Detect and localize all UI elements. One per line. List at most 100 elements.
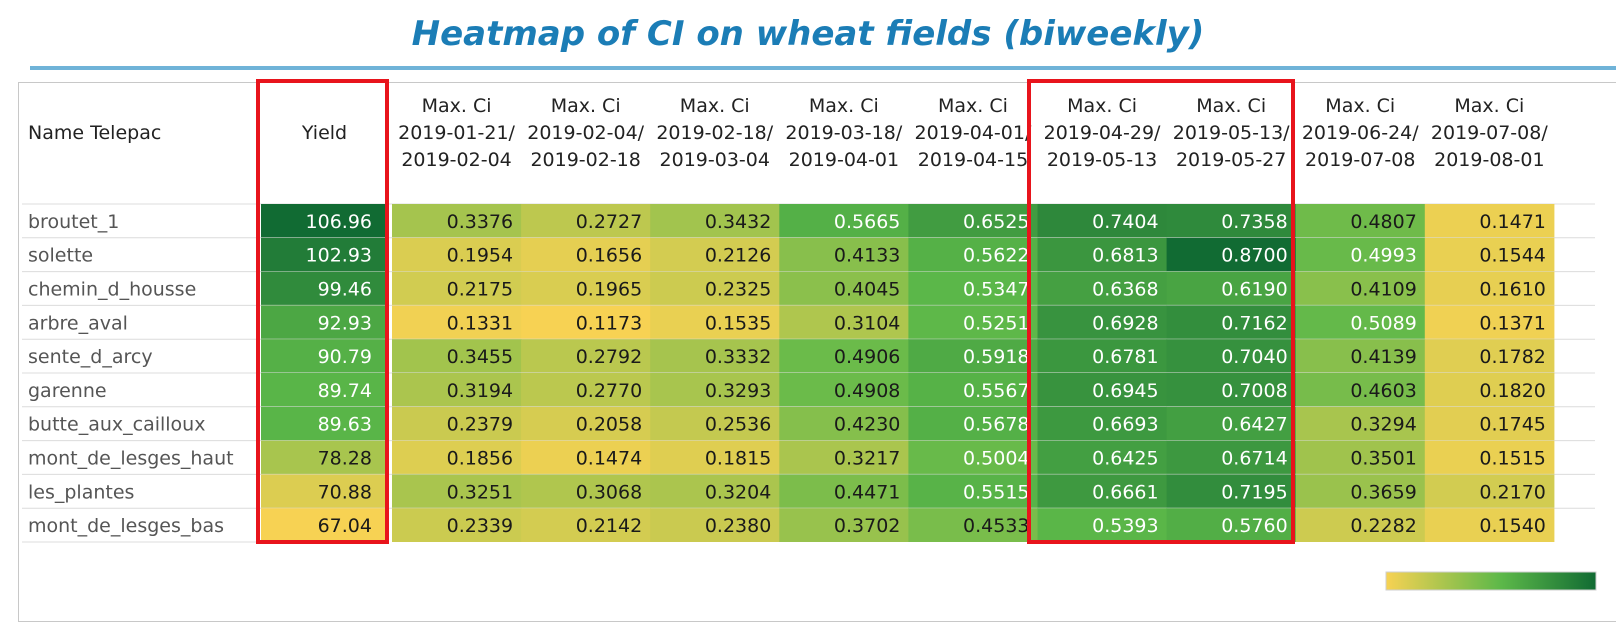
ci-cell [779, 406, 909, 441]
ci-cell [1166, 474, 1297, 509]
color-legend [1385, 571, 1597, 591]
ci-value: 0.3332 [705, 346, 771, 368]
ci-cell [1424, 237, 1555, 272]
ci-value: 0.4471 [834, 481, 900, 503]
ci-value: 0.2325 [705, 279, 771, 301]
ci-value: 0.2536 [705, 414, 771, 436]
ci-value: 0.5567 [963, 380, 1029, 402]
header-ci-start: 2019-02-18/ [656, 122, 773, 144]
ci-cell [908, 204, 1038, 238]
ci-cell [1295, 406, 1426, 441]
row-label: butte_aux_cailloux [28, 414, 205, 436]
ci-value: 0.6425 [1092, 448, 1158, 470]
header-ci-start: 2019-02-04/ [527, 122, 644, 144]
ci-cell [650, 339, 780, 373]
yield-cell [261, 237, 388, 272]
ci-cell [908, 373, 1038, 407]
ci-cell [1037, 204, 1168, 238]
ci-cell [1424, 305, 1555, 340]
ci-value: 0.2142 [576, 515, 642, 537]
ci-cell [521, 474, 651, 509]
ci-value: 0.3294 [1350, 414, 1416, 436]
ci-value: 0.1540 [1479, 515, 1545, 537]
ci-value: 0.6190 [1221, 279, 1287, 301]
ci-value: 0.1544 [1479, 245, 1545, 267]
ci-value: 0.1535 [705, 312, 771, 334]
ci-value: 0.5251 [963, 312, 1029, 334]
row-label: sente_d_arcy [28, 346, 153, 368]
ci-value: 0.8700 [1221, 245, 1287, 267]
ci-cell [779, 474, 909, 509]
row-label: les_plantes [28, 481, 134, 503]
ci-cell [1166, 305, 1297, 340]
ci-cell [779, 305, 909, 340]
ci-cell [521, 339, 651, 373]
ci-value: 0.2792 [576, 346, 642, 368]
header-ci-start: 2019-04-01/ [915, 122, 1032, 144]
header-ci-line1: Max. Ci [938, 95, 1008, 117]
ci-value: 0.1856 [447, 448, 513, 470]
yield-value: 78.28 [318, 448, 372, 470]
ci-value: 0.4533 [963, 515, 1029, 537]
header-ci-end: 2019-05-13 [1047, 149, 1157, 171]
ci-value: 0.5089 [1350, 312, 1416, 334]
ci-cell [1037, 305, 1168, 340]
yield-value: 102.93 [306, 245, 372, 267]
ci-cell [1424, 373, 1555, 407]
ci-cell [1424, 406, 1555, 441]
ci-value: 0.2770 [576, 380, 642, 402]
row-label: arbre_aval [28, 312, 128, 334]
ci-cell [392, 271, 522, 306]
ci-value: 0.3432 [705, 211, 771, 233]
ci-value: 0.1610 [1479, 279, 1545, 301]
row-label: garenne [28, 380, 107, 402]
yield-cell [261, 508, 388, 542]
ci-cell [392, 373, 522, 407]
yield-cell [261, 440, 388, 475]
ci-value: 0.3501 [1350, 448, 1416, 470]
ci-value: 0.3702 [834, 515, 900, 537]
ci-value: 0.7162 [1221, 312, 1287, 334]
row-label: broutet_1 [28, 211, 119, 233]
header-ci-col-1: Max. Ci 2019-01-21/2019-02-04 [398, 95, 515, 171]
header-ci-line1: Max. Ci [809, 95, 879, 117]
header-ci-end: 2019-07-08 [1305, 149, 1415, 171]
ci-value: 0.2727 [576, 211, 642, 233]
ci-cell [392, 339, 522, 373]
ci-value: 0.1745 [1479, 414, 1545, 436]
ci-value: 0.5347 [963, 279, 1029, 301]
ci-value: 0.3194 [447, 380, 513, 402]
ci-cell [521, 508, 651, 542]
ci-value: 0.2339 [447, 515, 513, 537]
ci-value: 0.2380 [705, 515, 771, 537]
table-frame [18, 82, 1616, 622]
ci-value: 0.1173 [576, 312, 642, 334]
ci-cell [650, 373, 780, 407]
header-ci-col-5: Max. Ci 2019-04-01/2019-04-15 [915, 95, 1032, 171]
row-label: solette [28, 245, 93, 267]
header-ci-col-2: Max. Ci 2019-02-04/2019-02-18 [527, 95, 644, 171]
ci-cell [521, 305, 651, 340]
ci-value: 0.2175 [447, 279, 513, 301]
yield-cell [261, 339, 388, 373]
ci-cell [521, 271, 651, 306]
ci-value: 0.1782 [1479, 346, 1545, 368]
yield-value: 90.79 [318, 346, 372, 368]
yield-cell [261, 305, 388, 340]
header-ci-line1: Max. Ci [680, 95, 750, 117]
ci-cell [1424, 508, 1555, 542]
ci-value: 0.3104 [834, 312, 900, 334]
header-ci-col-9: Max. Ci 2019-07-08/2019-08-01 [1431, 95, 1548, 171]
ci-value: 0.3204 [705, 481, 771, 503]
yield-value: 89.63 [318, 414, 372, 436]
ci-cell [1037, 373, 1168, 407]
header-ci-end: 2019-04-01 [789, 149, 899, 171]
ci-value: 0.5665 [834, 211, 900, 233]
ci-value: 0.6813 [1092, 245, 1158, 267]
ci-cell [1295, 440, 1426, 475]
ci-cell [650, 305, 780, 340]
header-ci-start: 2019-06-24/ [1302, 122, 1419, 144]
header-ci-line1: Max. Ci [1196, 95, 1266, 117]
ci-cell [779, 440, 909, 475]
ci-value: 0.7195 [1221, 481, 1287, 503]
